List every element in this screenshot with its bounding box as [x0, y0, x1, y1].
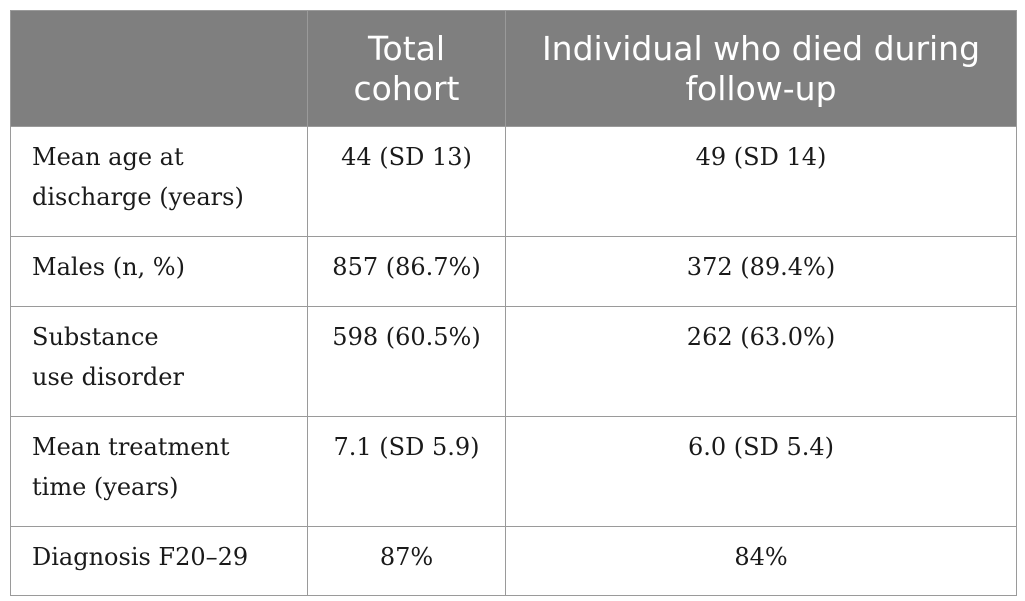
table-row: Males (n, %) 857 (86.7%) 372 (89.4%) — [10, 236, 1017, 307]
row-label-line: use disorder — [32, 363, 184, 391]
header-died-during-follow-up: Individual who died during follow-up — [505, 10, 1017, 127]
row-label-line: discharge (years) — [32, 183, 244, 211]
header-total-line-1: Total — [367, 28, 446, 68]
died-value: 49 (SD 14) — [505, 126, 1017, 237]
header-died-line-1: Individual who died during — [541, 28, 981, 68]
row-label: Substance use disorder — [10, 306, 308, 417]
table-row: Mean treatment time (years) 7.1 (SD 5.9)… — [10, 416, 1017, 527]
total-cohort-value: 857 (86.7%) — [307, 236, 506, 307]
header-total-cohort: Total cohort — [307, 10, 506, 127]
total-cohort-value: 7.1 (SD 5.9) — [307, 416, 506, 527]
row-label-line: Substance — [32, 323, 159, 351]
header-total-line-2: cohort — [353, 68, 460, 108]
row-label-line: Diagnosis F20–29 — [32, 543, 249, 571]
row-label-line: Males (n, %) — [32, 253, 185, 281]
header-died-line-2: follow-up — [685, 68, 837, 108]
row-label-line: Mean treatment — [32, 433, 230, 461]
header-empty-cell — [10, 10, 308, 127]
table-row: Diagnosis F20–29 87% 84% — [10, 526, 1017, 596]
cohort-table: Total cohort Individual who died during … — [10, 10, 1017, 596]
died-value: 262 (63.0%) — [505, 306, 1017, 417]
table-row: Substance use disorder 598 (60.5%) 262 (… — [10, 306, 1017, 417]
died-value: 84% — [505, 526, 1017, 596]
row-label: Mean treatment time (years) — [10, 416, 308, 527]
row-label-line: time (years) — [32, 473, 179, 501]
table-row: Mean age at discharge (years) 44 (SD 13)… — [10, 126, 1017, 237]
row-label-line: Mean age at — [32, 143, 184, 171]
header-row: Total cohort Individual who died during … — [10, 10, 1017, 127]
row-label: Males (n, %) — [10, 236, 308, 307]
total-cohort-value: 598 (60.5%) — [307, 306, 506, 417]
row-label: Diagnosis F20–29 — [10, 526, 308, 596]
died-value: 372 (89.4%) — [505, 236, 1017, 307]
died-value: 6.0 (SD 5.4) — [505, 416, 1017, 527]
total-cohort-value: 44 (SD 13) — [307, 126, 506, 237]
total-cohort-value: 87% — [307, 526, 506, 596]
row-label: Mean age at discharge (years) — [10, 126, 308, 237]
